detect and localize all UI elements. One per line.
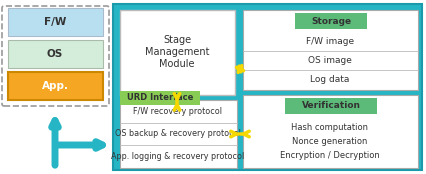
Text: F/W: F/W	[44, 17, 66, 27]
Bar	[242, 10, 417, 90]
Bar	[8, 8, 103, 36]
Text: Storage: Storage	[310, 17, 350, 26]
Text: OS image: OS image	[307, 56, 351, 65]
Text: URD Interface: URD Interface	[127, 93, 193, 102]
Text: Verification: Verification	[301, 101, 360, 110]
Text: Nonce generation: Nonce generation	[292, 136, 367, 145]
Bar	[120, 10, 234, 95]
Bar	[242, 95, 417, 168]
Text: App.: App.	[41, 81, 68, 91]
Text: F/W image: F/W image	[305, 37, 353, 46]
Text: OS backup & recovery protocol: OS backup & recovery protocol	[115, 129, 240, 139]
Bar	[8, 72, 103, 100]
Text: Stage
Management
Module: Stage Management Module	[144, 35, 209, 69]
Bar	[120, 91, 199, 105]
Text: Encryption / Decryption: Encryption / Decryption	[279, 151, 379, 160]
Text: App. logging & recovery protocol: App. logging & recovery protocol	[111, 152, 244, 161]
Bar	[120, 100, 236, 168]
Bar	[284, 98, 376, 114]
Text: OS: OS	[47, 49, 63, 59]
Text: F/W recovery protocol: F/W recovery protocol	[133, 107, 222, 116]
Bar	[294, 13, 366, 29]
Text: Log data: Log data	[310, 75, 349, 84]
Bar	[113, 4, 421, 170]
Text: Hash computation: Hash computation	[291, 122, 368, 132]
Bar	[8, 40, 103, 68]
